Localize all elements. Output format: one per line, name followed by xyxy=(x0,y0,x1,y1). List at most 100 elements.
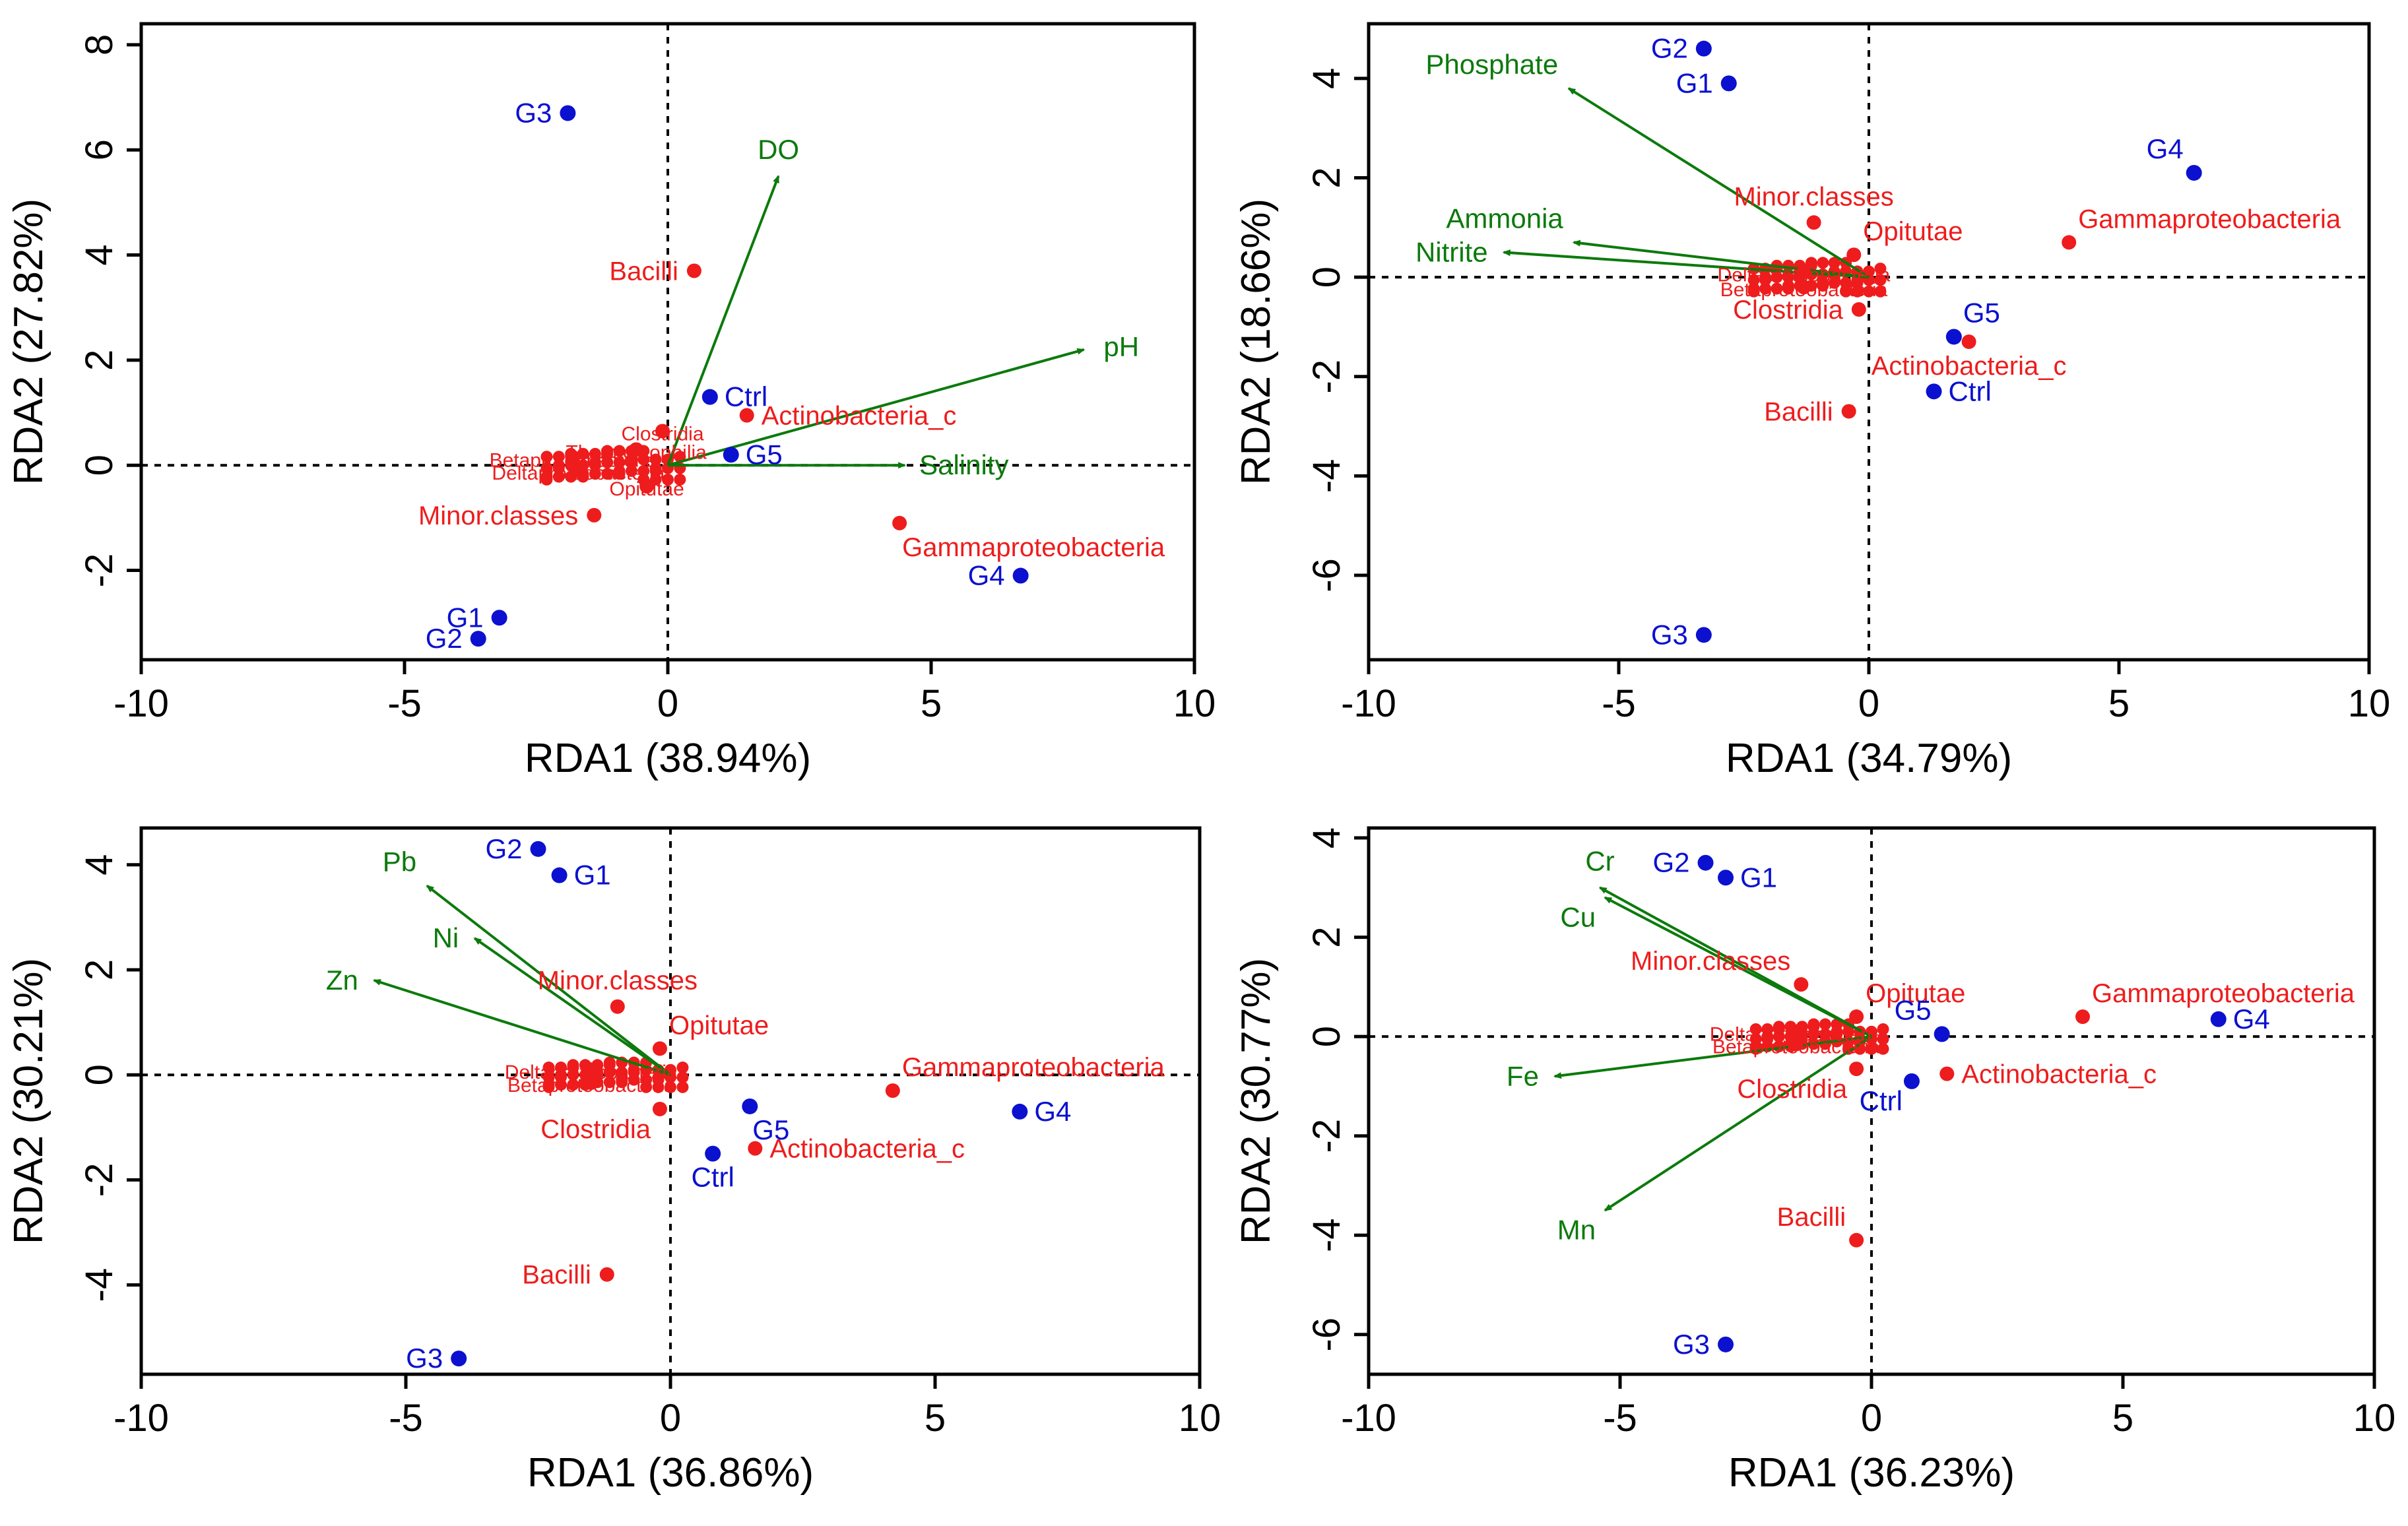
site-label: G2 xyxy=(1653,847,1690,878)
site-label: G5 xyxy=(1895,994,1932,1025)
class-point xyxy=(1874,274,1887,286)
x-axis-title: RDA1 (36.23%) xyxy=(1728,1450,2015,1496)
y-tick-label: -4 xyxy=(78,1268,121,1302)
site-label: Ctrl xyxy=(1860,1085,1903,1116)
env-label: Cu xyxy=(1560,901,1596,932)
x-tick-label: 5 xyxy=(921,682,942,725)
class-point xyxy=(603,1066,616,1079)
class-point xyxy=(1849,1009,1864,1025)
env-label: DO xyxy=(758,134,799,165)
class-point xyxy=(1759,271,1772,284)
site-label: G5 xyxy=(746,439,783,470)
site-point xyxy=(1695,627,1712,643)
class-point xyxy=(603,1056,616,1069)
class-point xyxy=(1842,1025,1854,1038)
class-point xyxy=(1851,285,1864,298)
x-tick-label: 0 xyxy=(1861,1397,1882,1440)
class-point xyxy=(610,999,625,1014)
site-point xyxy=(2186,164,2202,181)
site-label: G2 xyxy=(1651,33,1688,64)
x-tick-label: 5 xyxy=(2108,682,2130,725)
class-point xyxy=(652,1081,665,1093)
class-point xyxy=(1796,265,1811,280)
class-point xyxy=(1840,285,1852,298)
class-point xyxy=(649,453,662,466)
class-point xyxy=(655,424,670,439)
class-point xyxy=(583,1075,599,1091)
class-point xyxy=(625,453,637,466)
class-point xyxy=(542,1062,555,1074)
env-label: Salinity xyxy=(919,449,1008,480)
class-label: Betaproteobacteria xyxy=(507,1075,675,1097)
env-arrow xyxy=(1604,1035,1873,1212)
site-label: G1 xyxy=(1676,67,1713,98)
site-label: G3 xyxy=(406,1343,443,1374)
y-axis-title: RDA2 (27.82%) xyxy=(6,199,51,485)
y-tick-label: 2 xyxy=(78,350,121,371)
site-label: Ctrl xyxy=(725,381,767,412)
class-point xyxy=(601,445,614,457)
site-label: G2 xyxy=(426,623,463,654)
env-arrow xyxy=(1604,896,1872,1038)
class-label: Opitutae xyxy=(1863,217,1963,246)
site-label: Ctrl xyxy=(1949,375,1992,406)
x-tick-label: -10 xyxy=(114,1397,169,1440)
y-tick-label: 2 xyxy=(1305,926,1348,947)
site-point xyxy=(1718,1336,1734,1352)
class-label: Thermoleophilia xyxy=(566,441,707,463)
x-tick-label: -5 xyxy=(1602,682,1636,725)
class-point xyxy=(552,451,565,463)
class-point xyxy=(1849,1232,1864,1248)
site-point xyxy=(1718,870,1734,886)
class-point xyxy=(652,1101,667,1116)
rda-panel-4: RDA1 (36.23%) RDA2 (30.77%) -10 -5 0 5 10 -6 -… xyxy=(1233,826,2396,1496)
class-point xyxy=(567,1059,579,1071)
rda-panel-1: RDA1 (38.94%) RDA2 (27.82%) -10 -5 0 5 10 -2 0… xyxy=(6,22,1216,781)
site-point xyxy=(2210,1011,2227,1027)
x-tick-label: 10 xyxy=(2353,1397,2396,1440)
class-point xyxy=(628,1064,640,1076)
class-point xyxy=(652,1071,665,1083)
class-label: Clostridia xyxy=(621,423,703,445)
class-point xyxy=(1877,1023,1889,1035)
env-arrow xyxy=(1553,1035,1872,1079)
y-tick-label: 4 xyxy=(78,854,121,875)
site-label: G3 xyxy=(515,97,552,128)
class-point xyxy=(552,459,565,472)
env-label: Fe xyxy=(1507,1060,1539,1091)
class-point xyxy=(1773,1021,1785,1033)
class-point xyxy=(676,1071,689,1083)
env-arrow xyxy=(667,175,780,466)
class-point xyxy=(589,456,601,468)
class-label: Minor.classes xyxy=(538,967,698,996)
class-point xyxy=(674,473,686,486)
class-point xyxy=(1874,263,1887,275)
class-point xyxy=(1877,1033,1889,1045)
class-point xyxy=(662,473,674,486)
class-point xyxy=(566,450,581,465)
site-point xyxy=(1695,40,1712,57)
site-point xyxy=(1934,1026,1950,1042)
class-point xyxy=(1840,276,1852,289)
class-point xyxy=(1782,271,1794,284)
env-label: Ammonia xyxy=(1446,203,1563,234)
env-arrow xyxy=(473,937,672,1076)
site-point xyxy=(723,447,739,463)
class-label: Bacilli xyxy=(1777,1203,1846,1232)
y-axis-title: RDA2 (30.21%) xyxy=(6,958,51,1244)
site-label: G3 xyxy=(1673,1329,1710,1360)
class-point xyxy=(540,462,553,474)
class-label: Gammaproteobacteria xyxy=(2092,979,2355,1008)
class-point xyxy=(686,263,701,278)
class-point xyxy=(637,453,650,466)
class-point xyxy=(885,1083,900,1098)
site-point xyxy=(560,105,576,121)
class-label: Opitutae xyxy=(669,1011,769,1040)
class-point xyxy=(739,408,754,423)
class-point xyxy=(1773,1031,1785,1043)
class-label: Clostridia xyxy=(1733,296,1843,325)
class-point xyxy=(2075,1009,2091,1025)
class-point xyxy=(1831,1025,1843,1038)
class-point xyxy=(1817,257,1829,269)
y-tick-label: 4 xyxy=(1305,827,1348,848)
